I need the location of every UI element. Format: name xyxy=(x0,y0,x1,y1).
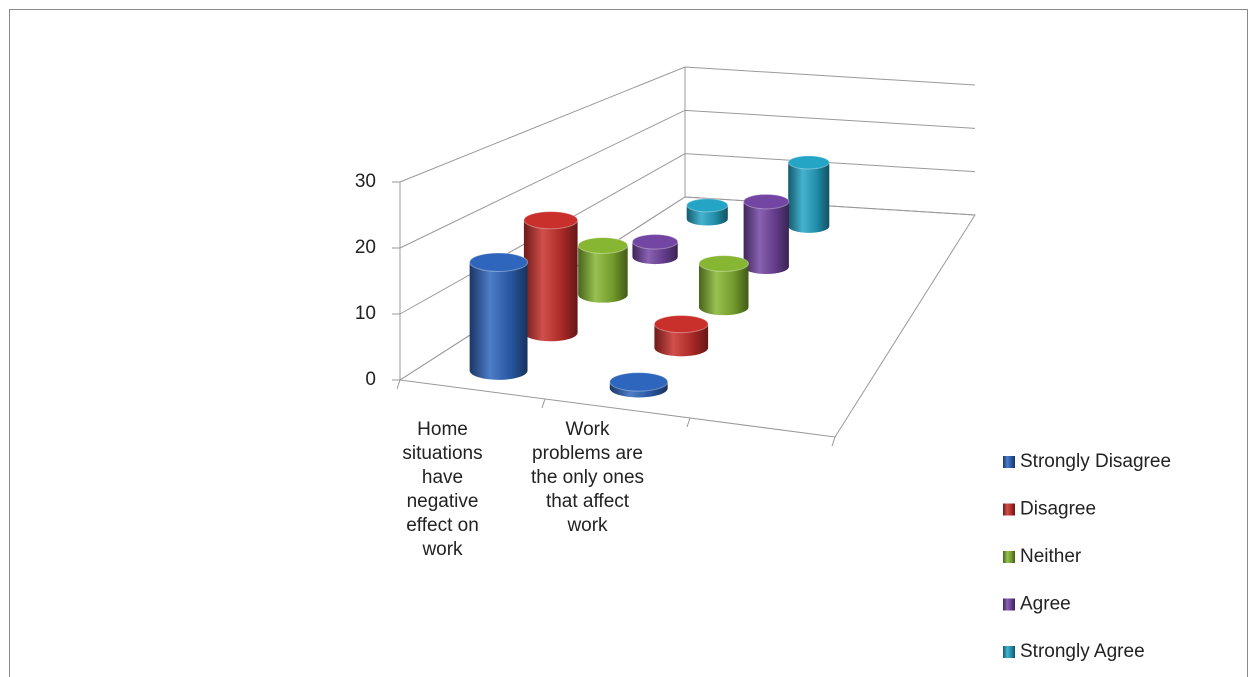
cylinder xyxy=(469,252,529,380)
cylinder xyxy=(698,255,749,316)
cylinder-body xyxy=(788,162,830,233)
cylinder xyxy=(653,314,709,357)
x-tick-label: Work problems are the only ones that affect… xyxy=(531,419,644,536)
cylinder-top xyxy=(469,252,529,272)
y-tick-label: 20 xyxy=(355,237,376,258)
legend-swatch xyxy=(1003,646,1015,658)
cylinder-body xyxy=(523,220,578,342)
x-tick xyxy=(396,379,401,390)
cylinder-top xyxy=(686,198,729,213)
y-tick-label: 0 xyxy=(365,369,376,390)
legend-swatch xyxy=(1003,503,1015,516)
legend-label: Agree xyxy=(1020,594,1071,615)
cylinder-top xyxy=(653,314,709,334)
cylinder-top xyxy=(523,211,579,230)
cylinder-top xyxy=(743,193,790,210)
legend-label: Disagree xyxy=(1020,499,1096,520)
cylinder xyxy=(523,211,579,342)
legend-swatch xyxy=(1003,551,1015,563)
cylinder xyxy=(743,193,790,274)
y-tick-label: 30 xyxy=(355,171,376,192)
legend-label: Neither xyxy=(1020,546,1082,567)
cylinder-body xyxy=(578,245,628,303)
x-tick-label: Home situations have negative effect on work xyxy=(402,419,482,560)
cylinder xyxy=(787,155,830,233)
grid-line xyxy=(399,109,976,249)
cylinder-body xyxy=(654,324,709,357)
legend-label: Strongly Disagree xyxy=(1020,451,1171,472)
chart-frame xyxy=(9,9,1248,677)
legend-swatch xyxy=(1003,456,1015,468)
cylinder xyxy=(631,234,679,265)
x-tick xyxy=(831,436,836,447)
cylinder-body xyxy=(469,262,528,380)
cylinder-body xyxy=(699,263,749,316)
cylinder-top xyxy=(631,234,679,250)
cylinder-top xyxy=(698,255,749,272)
cylinder xyxy=(686,198,729,226)
x-tick xyxy=(686,417,691,428)
cylinder-top xyxy=(577,237,629,254)
x-tick xyxy=(541,398,546,409)
y-tick-label: 10 xyxy=(355,303,376,324)
cylinder xyxy=(609,372,669,398)
cylinder-body xyxy=(743,201,789,274)
legend-swatch xyxy=(1003,598,1015,611)
cylinder xyxy=(577,237,629,303)
cylinder-top xyxy=(787,155,830,170)
cylinder-top xyxy=(609,372,669,392)
grid-line xyxy=(399,66,976,183)
legend-label: Strongly Agree xyxy=(1020,641,1145,662)
